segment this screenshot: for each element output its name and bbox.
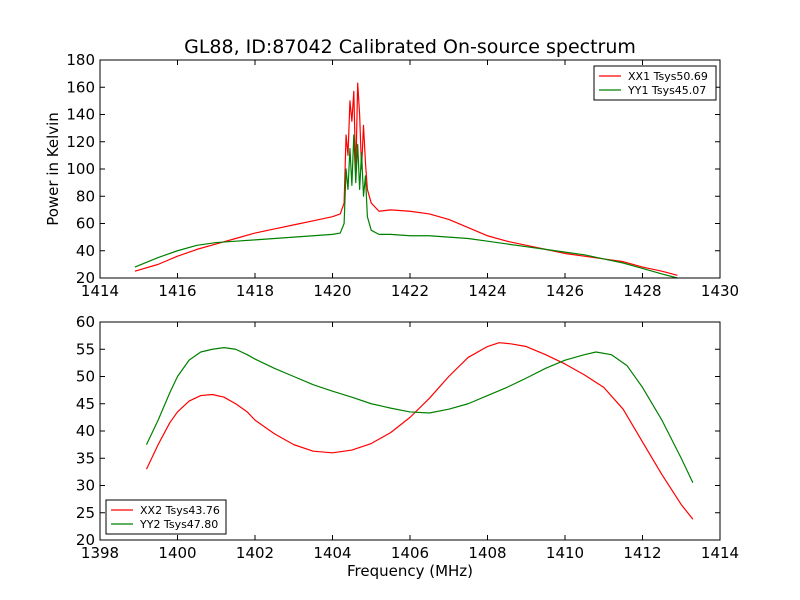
x-tick-label: 1404 — [313, 544, 351, 562]
legend-label: XX2 Tsys43.76 — [140, 504, 220, 517]
x-tick-label: 1402 — [236, 544, 274, 562]
x-tick-label: 1408 — [468, 544, 506, 562]
y-tick-label: 30 — [76, 477, 95, 495]
y-tick-label: 120 — [66, 133, 95, 151]
x-tick-label: 1418 — [236, 282, 274, 300]
x-tick-label: 1426 — [546, 282, 584, 300]
y-tick-label: 20 — [76, 531, 95, 549]
y-tick-label: 50 — [76, 368, 95, 386]
x-tick-label: 1422 — [391, 282, 429, 300]
y-tick-label: 100 — [66, 160, 95, 178]
x-tick-label: 1420 — [313, 282, 351, 300]
x-tick-label: 1424 — [468, 282, 506, 300]
x-tick-label: 1410 — [546, 544, 584, 562]
y-tick-label: 180 — [66, 51, 95, 69]
x-tick-label: 1428 — [623, 282, 661, 300]
bottom-chart-xlabel: Frequency (MHz) — [347, 562, 473, 580]
series-line-2 — [134, 134, 678, 279]
series-line-2 — [145, 347, 694, 484]
top-chart-ylabel: Power in Kelvin — [44, 112, 62, 226]
y-tick-label: 45 — [76, 395, 95, 413]
y-tick-label: 25 — [76, 504, 95, 522]
x-tick-label: 1398 — [81, 544, 119, 562]
x-tick-label: 1416 — [158, 282, 196, 300]
x-tick-label: 1414 — [81, 282, 119, 300]
legend-label: YY1 Tsys45.07 — [627, 84, 706, 97]
y-tick-label: 60 — [76, 215, 95, 233]
top-chart-title: GL88, ID:87042 Calibrated On-source spec… — [184, 36, 636, 58]
top-chart-plot: 1414 1416 1418 1420 1422 1424 1426 1428 1430 20 40… — [66, 51, 739, 300]
legend-label: YY2 Tsys47.80 — [139, 518, 218, 531]
x-tick-label: 1406 — [391, 544, 429, 562]
y-tick-label: 40 — [76, 242, 95, 260]
y-tick-label: 60 — [76, 313, 95, 331]
x-tick-label: 1400 — [158, 544, 196, 562]
x-tick-label: 1414 — [701, 544, 739, 562]
top-chart-ylabel-group: Power in Kelvin — [44, 112, 62, 226]
legend-label: XX1 Tsys50.69 — [628, 70, 708, 83]
y-tick-label: 20 — [76, 269, 95, 287]
legend-box — [593, 65, 717, 101]
legend-box — [105, 499, 227, 535]
x-tick-label: 1412 — [623, 544, 661, 562]
x-tick-label: 1430 — [701, 282, 739, 300]
y-tick-label: 80 — [76, 187, 95, 205]
y-tick-label: 40 — [76, 422, 95, 440]
y-tick-label: 160 — [66, 78, 95, 96]
y-tick-label: 140 — [66, 106, 95, 124]
y-tick-label: 35 — [76, 449, 95, 467]
bottom-chart-plot: 1398 1400 1402 1404 1406 1408 1410 1412 1414 20 25… — [76, 313, 739, 562]
y-tick-label: 55 — [76, 340, 95, 358]
series-line-1 — [145, 342, 694, 520]
